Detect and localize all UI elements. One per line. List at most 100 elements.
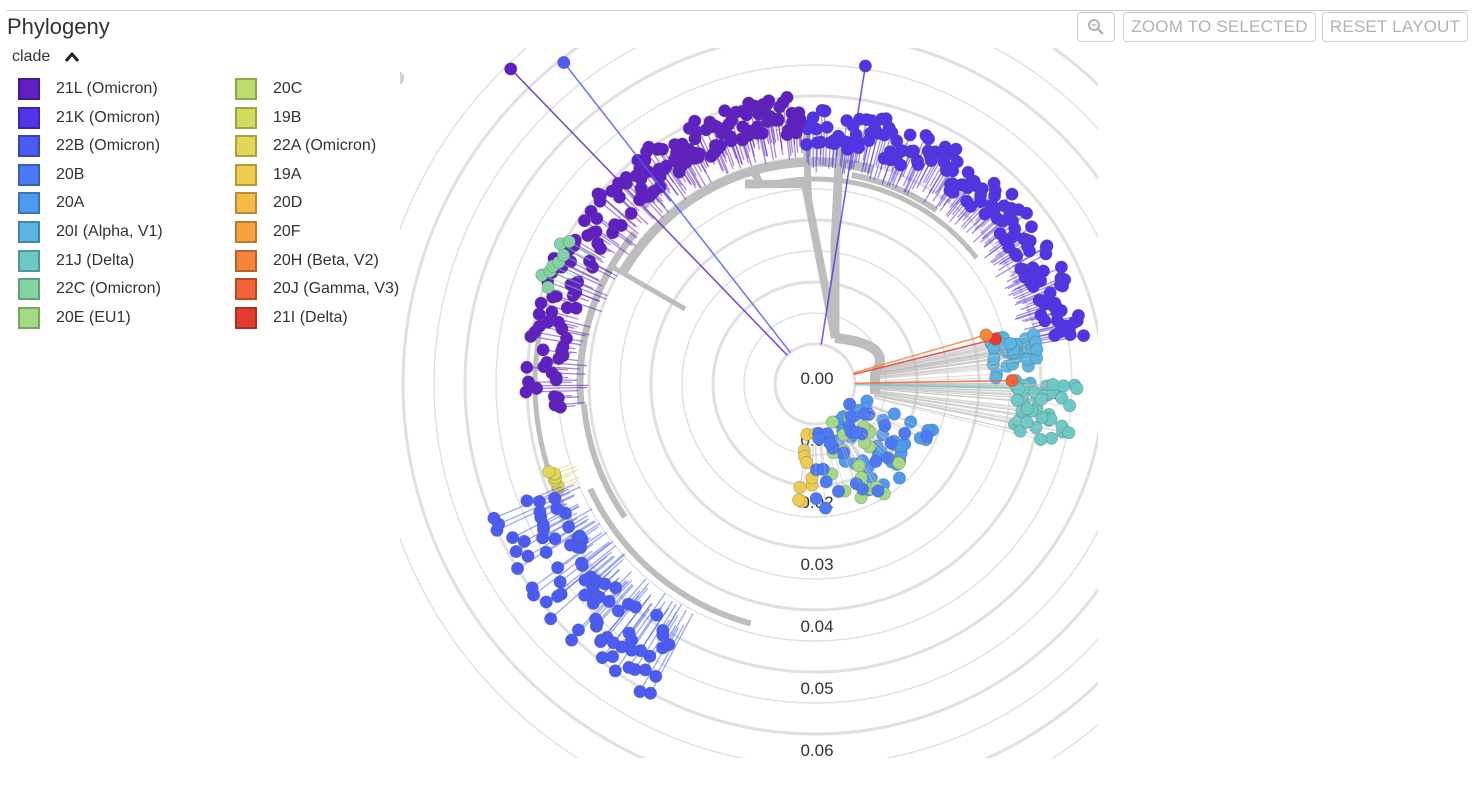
tip-node — [903, 128, 917, 142]
tree-branch — [637, 159, 672, 203]
tip-node — [949, 142, 963, 156]
panel-title: Phylogeny — [7, 14, 110, 39]
legend-item[interactable]: 20C — [235, 76, 302, 102]
tree-branch — [923, 148, 957, 203]
tree-branch — [983, 212, 1027, 248]
legend-item[interactable]: 22B (Omicron) — [18, 133, 160, 159]
tree-branch — [857, 119, 868, 163]
legend-label: 20A — [56, 194, 85, 212]
legend-label: 21K (Omicron) — [56, 108, 161, 126]
tip-node — [547, 389, 561, 404]
legend-swatch — [18, 278, 40, 301]
tree-branch — [658, 148, 687, 191]
tree-branch — [550, 553, 625, 620]
legend-item[interactable]: 21I (Delta) — [235, 305, 348, 331]
tip-node — [565, 633, 579, 647]
tree-branch — [599, 200, 639, 235]
tree-branch — [533, 550, 593, 596]
tip-node — [1020, 415, 1034, 429]
tip-node — [1054, 260, 1068, 274]
tip-node — [1055, 279, 1070, 293]
legend-item[interactable]: 20D — [235, 190, 302, 216]
tip-node — [1062, 426, 1076, 440]
backbone-arc — [851, 172, 939, 213]
legend-label: 20F — [273, 223, 301, 240]
tree-branch — [815, 443, 817, 499]
tree-branch — [853, 334, 987, 374]
legend-swatch — [235, 78, 257, 100]
tip-node — [842, 397, 857, 411]
tree-branch — [874, 390, 1032, 412]
tip-node — [793, 112, 807, 127]
tip-node — [608, 664, 622, 678]
legend-swatch — [235, 163, 257, 186]
tree-branch — [867, 133, 879, 174]
legend-swatch — [18, 192, 40, 215]
legend-item[interactable]: 21J (Delta) — [18, 248, 134, 274]
tip-node — [961, 165, 975, 179]
tip-node — [649, 669, 663, 683]
reset-layout-button[interactable]: RESET LAYOUT — [1322, 12, 1468, 42]
legend-item[interactable]: 20H (Beta, V2) — [235, 248, 379, 274]
tip-node — [884, 436, 898, 450]
tree-branch — [536, 386, 588, 390]
legend-item[interactable]: 20E (EU1) — [18, 305, 131, 331]
tip-node — [577, 214, 592, 228]
tree-branch — [837, 439, 857, 484]
legend-item[interactable]: 22C (Omicron) — [18, 276, 161, 302]
tip-node — [400, 71, 404, 85]
tree-branch — [541, 274, 582, 292]
header-divider — [7, 10, 1469, 11]
chevron-up-icon — [65, 51, 80, 62]
tip-node — [532, 307, 546, 321]
tip-node — [551, 315, 566, 329]
tip-node — [1070, 381, 1084, 396]
tree-branch — [556, 295, 603, 313]
tip-node — [562, 235, 576, 249]
tree-branch — [874, 357, 1037, 378]
tree-branch — [868, 410, 921, 439]
tree-branch — [595, 553, 626, 581]
tip-node — [611, 176, 626, 190]
tree-branch — [874, 363, 1013, 379]
tree-branch — [991, 239, 1027, 264]
legend-item[interactable]: 22A (Omicron) — [235, 133, 376, 159]
legend-label: 20B — [56, 165, 85, 183]
tip-node — [816, 462, 830, 476]
tip-node — [887, 407, 901, 421]
legend-item[interactable]: 20I (Alpha, V1) — [18, 219, 163, 245]
legend-toggle[interactable]: clade — [12, 48, 80, 66]
legend-label: 21J (Delta) — [56, 251, 135, 269]
tree-branch — [606, 587, 649, 638]
tip-node — [871, 484, 885, 498]
tip-node — [780, 90, 794, 104]
legend-item[interactable]: 21K (Omicron) — [18, 105, 160, 131]
legend-item[interactable]: 19A — [235, 162, 301, 188]
tip-node — [563, 538, 578, 552]
zoom-button[interactable] — [1077, 12, 1115, 42]
zoom-to-selected-button[interactable]: ZOOM TO SELECTED — [1123, 12, 1316, 42]
tip-node — [534, 296, 548, 310]
tree-branch — [874, 349, 1037, 376]
legend-item[interactable]: 19B — [235, 105, 301, 131]
legend-item[interactable]: 20A — [18, 190, 84, 216]
legend-item[interactable]: 21L (Omicron) — [18, 76, 158, 102]
tip-node — [571, 275, 585, 289]
tree-branch — [563, 61, 792, 353]
legend-swatch — [18, 306, 40, 329]
legend-item[interactable]: 20F — [235, 219, 301, 245]
tip-node — [551, 561, 565, 575]
tip-node — [1010, 249, 1024, 263]
legend-item[interactable]: 20B — [18, 162, 84, 188]
divergence-ring — [495, 64, 1098, 704]
tree-branch — [873, 348, 1014, 375]
divergence-tick-label: 0.00 — [800, 369, 833, 388]
tree-branch — [983, 234, 1016, 259]
tip-node — [506, 531, 520, 545]
tip-node — [809, 492, 823, 506]
legend-item[interactable]: 20J (Gamma, V3) — [235, 276, 399, 302]
tree-branch — [874, 392, 1042, 418]
tree-branch — [874, 373, 997, 382]
divergence-tick-label: 0.05 — [800, 679, 833, 698]
